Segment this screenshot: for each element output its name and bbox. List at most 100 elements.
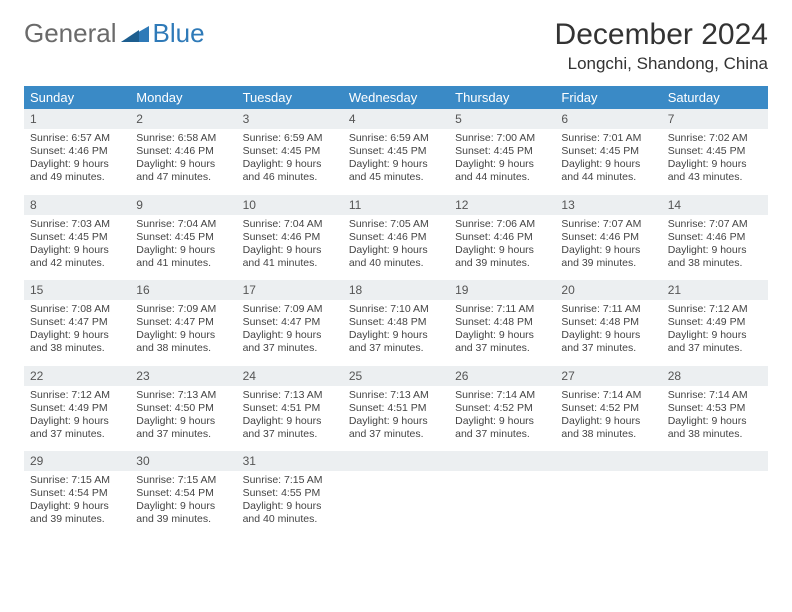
- sunrise-line: Sunrise: 6:57 AM: [30, 132, 124, 145]
- day-info-cell: Sunrise: 6:57 AMSunset: 4:46 PMDaylight:…: [24, 129, 130, 195]
- daylight-line: Daylight: 9 hours and 37 minutes.: [455, 329, 549, 355]
- day-number-row: 22232425262728: [24, 366, 768, 386]
- day-number-cell: 16: [130, 280, 236, 300]
- day-info-cell: Sunrise: 7:08 AMSunset: 4:47 PMDaylight:…: [24, 300, 130, 366]
- dow-header: Saturday: [662, 86, 768, 109]
- day-info-cell: Sunrise: 7:03 AMSunset: 4:45 PMDaylight:…: [24, 215, 130, 281]
- sunset-line: Sunset: 4:47 PM: [136, 316, 230, 329]
- day-info-cell: Sunrise: 7:14 AMSunset: 4:53 PMDaylight:…: [662, 386, 768, 452]
- sunset-line: Sunset: 4:46 PM: [349, 231, 443, 244]
- day-number-cell: 3: [237, 109, 343, 129]
- day-number-cell: 13: [555, 195, 661, 215]
- day-number-cell: 14: [662, 195, 768, 215]
- day-info-cell: Sunrise: 6:59 AMSunset: 4:45 PMDaylight:…: [343, 129, 449, 195]
- day-info-cell: Sunrise: 7:07 AMSunset: 4:46 PMDaylight:…: [662, 215, 768, 281]
- day-number-cell: 2: [130, 109, 236, 129]
- day-info-cell: Sunrise: 6:58 AMSunset: 4:46 PMDaylight:…: [130, 129, 236, 195]
- daylight-line: Daylight: 9 hours and 37 minutes.: [349, 415, 443, 441]
- day-info-cell: Sunrise: 7:15 AMSunset: 4:54 PMDaylight:…: [130, 471, 236, 537]
- day-info-cell: Sunrise: 7:12 AMSunset: 4:49 PMDaylight:…: [662, 300, 768, 366]
- day-number-cell: 5: [449, 109, 555, 129]
- sunset-line: Sunset: 4:45 PM: [561, 145, 655, 158]
- day-info-cell: Sunrise: 7:14 AMSunset: 4:52 PMDaylight:…: [555, 386, 661, 452]
- day-number-cell: 9: [130, 195, 236, 215]
- day-number-cell: 1: [24, 109, 130, 129]
- day-number-cell: 20: [555, 280, 661, 300]
- day-number-cell: 8: [24, 195, 130, 215]
- location: Longchi, Shandong, China: [555, 54, 768, 74]
- sunset-line: Sunset: 4:46 PM: [561, 231, 655, 244]
- logo-triangle-icon: [121, 20, 149, 47]
- sunrise-line: Sunrise: 7:09 AM: [243, 303, 337, 316]
- day-info-cell: Sunrise: 7:04 AMSunset: 4:46 PMDaylight:…: [237, 215, 343, 281]
- day-info-cell: [662, 471, 768, 537]
- day-number-cell: 7: [662, 109, 768, 129]
- sunrise-line: Sunrise: 7:01 AM: [561, 132, 655, 145]
- day-info-cell: Sunrise: 7:02 AMSunset: 4:45 PMDaylight:…: [662, 129, 768, 195]
- sunrise-line: Sunrise: 7:04 AM: [136, 218, 230, 231]
- day-info-cell: Sunrise: 7:14 AMSunset: 4:52 PMDaylight:…: [449, 386, 555, 452]
- sunrise-line: Sunrise: 7:07 AM: [561, 218, 655, 231]
- day-info-row: Sunrise: 6:57 AMSunset: 4:46 PMDaylight:…: [24, 129, 768, 195]
- sunset-line: Sunset: 4:49 PM: [30, 402, 124, 415]
- daylight-line: Daylight: 9 hours and 41 minutes.: [136, 244, 230, 270]
- sunset-line: Sunset: 4:45 PM: [136, 231, 230, 244]
- daylight-line: Daylight: 9 hours and 37 minutes.: [668, 329, 762, 355]
- dow-header: Sunday: [24, 86, 130, 109]
- day-number-cell: 11: [343, 195, 449, 215]
- sunrise-line: Sunrise: 7:13 AM: [349, 389, 443, 402]
- sunrise-line: Sunrise: 7:02 AM: [668, 132, 762, 145]
- daylight-line: Daylight: 9 hours and 46 minutes.: [243, 158, 337, 184]
- sunset-line: Sunset: 4:54 PM: [136, 487, 230, 500]
- day-number-cell: 10: [237, 195, 343, 215]
- dow-header: Friday: [555, 86, 661, 109]
- logo-text-blue: Blue: [153, 18, 205, 49]
- day-info-cell: Sunrise: 7:13 AMSunset: 4:51 PMDaylight:…: [343, 386, 449, 452]
- sunset-line: Sunset: 4:52 PM: [561, 402, 655, 415]
- daylight-line: Daylight: 9 hours and 39 minutes.: [455, 244, 549, 270]
- sunrise-line: Sunrise: 7:15 AM: [136, 474, 230, 487]
- sunset-line: Sunset: 4:48 PM: [455, 316, 549, 329]
- sunset-line: Sunset: 4:47 PM: [30, 316, 124, 329]
- day-info-cell: [343, 471, 449, 537]
- sunset-line: Sunset: 4:47 PM: [243, 316, 337, 329]
- day-of-week-row: SundayMondayTuesdayWednesdayThursdayFrid…: [24, 86, 768, 109]
- sunrise-line: Sunrise: 7:14 AM: [668, 389, 762, 402]
- day-number-cell: 21: [662, 280, 768, 300]
- daylight-line: Daylight: 9 hours and 39 minutes.: [30, 500, 124, 526]
- sunset-line: Sunset: 4:46 PM: [668, 231, 762, 244]
- sunrise-line: Sunrise: 7:11 AM: [455, 303, 549, 316]
- sunrise-line: Sunrise: 7:15 AM: [243, 474, 337, 487]
- sunrise-line: Sunrise: 7:09 AM: [136, 303, 230, 316]
- daylight-line: Daylight: 9 hours and 45 minutes.: [349, 158, 443, 184]
- day-info-row: Sunrise: 7:08 AMSunset: 4:47 PMDaylight:…: [24, 300, 768, 366]
- day-number-row: 15161718192021: [24, 280, 768, 300]
- day-number-cell: 30: [130, 451, 236, 471]
- day-number-row: 293031: [24, 451, 768, 471]
- sunrise-line: Sunrise: 7:04 AM: [243, 218, 337, 231]
- sunrise-line: Sunrise: 7:14 AM: [561, 389, 655, 402]
- day-info-cell: Sunrise: 7:04 AMSunset: 4:45 PMDaylight:…: [130, 215, 236, 281]
- sunrise-line: Sunrise: 7:14 AM: [455, 389, 549, 402]
- daylight-line: Daylight: 9 hours and 38 minutes.: [668, 244, 762, 270]
- sunset-line: Sunset: 4:45 PM: [349, 145, 443, 158]
- sunrise-line: Sunrise: 6:59 AM: [243, 132, 337, 145]
- day-info-row: Sunrise: 7:15 AMSunset: 4:54 PMDaylight:…: [24, 471, 768, 537]
- sunrise-line: Sunrise: 7:12 AM: [30, 389, 124, 402]
- day-info-cell: [555, 471, 661, 537]
- dow-header: Monday: [130, 86, 236, 109]
- day-number-cell: 31: [237, 451, 343, 471]
- sunset-line: Sunset: 4:46 PM: [455, 231, 549, 244]
- logo: General Blue: [24, 18, 205, 49]
- day-info-cell: Sunrise: 7:07 AMSunset: 4:46 PMDaylight:…: [555, 215, 661, 281]
- daylight-line: Daylight: 9 hours and 37 minutes.: [243, 415, 337, 441]
- dow-header: Wednesday: [343, 86, 449, 109]
- sunset-line: Sunset: 4:46 PM: [243, 231, 337, 244]
- day-number-cell: 12: [449, 195, 555, 215]
- sunset-line: Sunset: 4:52 PM: [455, 402, 549, 415]
- daylight-line: Daylight: 9 hours and 49 minutes.: [30, 158, 124, 184]
- sunset-line: Sunset: 4:53 PM: [668, 402, 762, 415]
- daylight-line: Daylight: 9 hours and 38 minutes.: [561, 415, 655, 441]
- sunset-line: Sunset: 4:48 PM: [561, 316, 655, 329]
- sunrise-line: Sunrise: 6:58 AM: [136, 132, 230, 145]
